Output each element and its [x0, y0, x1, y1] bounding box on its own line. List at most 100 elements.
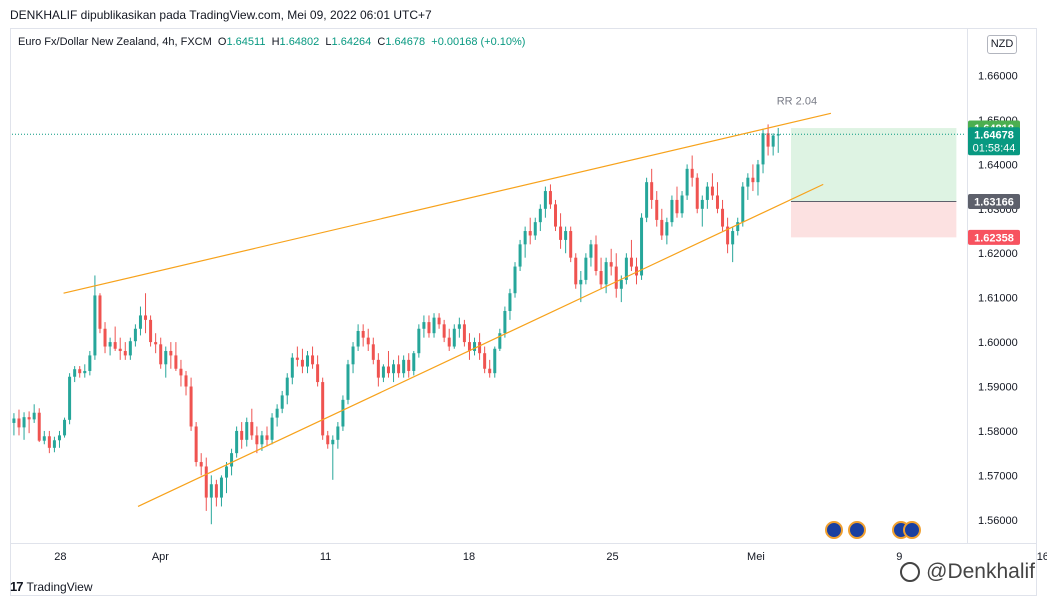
- candle-body[interactable]: [569, 231, 573, 258]
- candle-body[interactable]: [12, 418, 16, 423]
- candle-body[interactable]: [371, 344, 375, 360]
- candle-body[interactable]: [609, 262, 613, 267]
- current-price-tag[interactable]: [968, 127, 1020, 156]
- candle-body[interactable]: [690, 168, 694, 178]
- candle-body[interactable]: [624, 257, 628, 280]
- candle-body[interactable]: [98, 295, 102, 329]
- candle-body[interactable]: [488, 368, 492, 374]
- candle-body[interactable]: [771, 135, 775, 147]
- candle-body[interactable]: [589, 244, 593, 258]
- candle-body[interactable]: [47, 436, 51, 448]
- candle-body[interactable]: [442, 324, 446, 338]
- candle-body[interactable]: [721, 208, 725, 227]
- eu-event-icon[interactable]: [825, 521, 843, 539]
- candle-body[interactable]: [528, 231, 532, 236]
- candle-body[interactable]: [640, 217, 644, 276]
- upper-trendline[interactable]: [63, 112, 832, 294]
- candle-body[interactable]: [564, 231, 568, 240]
- candle-body[interactable]: [164, 350, 168, 365]
- candle-body[interactable]: [225, 466, 229, 478]
- candle-body[interactable]: [275, 408, 279, 418]
- currency-button[interactable]: NZD: [987, 35, 1017, 54]
- candle-body[interactable]: [776, 134, 780, 136]
- stop-price-tag[interactable]: [968, 229, 1020, 245]
- eu-event-icon[interactable]: [903, 521, 921, 539]
- candle-body[interactable]: [493, 348, 497, 374]
- candle-body[interactable]: [336, 426, 340, 440]
- candle-body[interactable]: [761, 133, 765, 165]
- candle-body[interactable]: [63, 419, 67, 436]
- candle-body[interactable]: [235, 430, 239, 454]
- stop-zone[interactable]: [790, 201, 957, 238]
- candle-body[interactable]: [670, 199, 674, 223]
- candle-body[interactable]: [756, 164, 760, 183]
- candle-body[interactable]: [346, 364, 350, 400]
- candle-body[interactable]: [645, 182, 649, 218]
- candle-body[interactable]: [42, 436, 46, 441]
- candle-body[interactable]: [295, 357, 299, 360]
- candle-body[interactable]: [149, 319, 153, 343]
- candle-body[interactable]: [710, 186, 714, 196]
- candle-body[interactable]: [407, 359, 411, 371]
- candle-body[interactable]: [422, 322, 426, 329]
- candle-body[interactable]: [290, 357, 294, 378]
- candle-body[interactable]: [478, 342, 482, 354]
- candle-body[interactable]: [174, 355, 178, 369]
- candle-body[interactable]: [52, 440, 56, 448]
- candle-body[interactable]: [159, 344, 163, 365]
- candle-body[interactable]: [280, 395, 284, 409]
- candle-body[interactable]: [705, 186, 709, 200]
- candle-body[interactable]: [194, 426, 198, 463]
- candle-body[interactable]: [240, 430, 244, 440]
- candle-body[interactable]: [746, 177, 750, 187]
- candle-body[interactable]: [103, 328, 107, 347]
- candle-body[interactable]: [154, 342, 158, 345]
- candle-body[interactable]: [78, 369, 82, 374]
- candle-body[interactable]: [381, 366, 385, 378]
- candle-body[interactable]: [255, 435, 259, 445]
- candle-body[interactable]: [270, 417, 274, 440]
- candle-body[interactable]: [305, 355, 309, 367]
- candle-body[interactable]: [138, 315, 142, 329]
- candle-body[interactable]: [22, 417, 26, 428]
- candle-body[interactable]: [93, 295, 97, 356]
- candle-body[interactable]: [199, 462, 203, 467]
- candle-body[interactable]: [574, 257, 578, 285]
- candle-body[interactable]: [518, 244, 522, 267]
- candle-body[interactable]: [660, 219, 664, 236]
- candle-body[interactable]: [751, 177, 755, 183]
- candle-body[interactable]: [548, 191, 552, 205]
- candle-body[interactable]: [437, 317, 441, 325]
- candle-body[interactable]: [594, 244, 598, 272]
- candle-body[interactable]: [184, 375, 188, 387]
- candle-body[interactable]: [402, 359, 406, 374]
- candle-body[interactable]: [189, 386, 193, 427]
- candle-body[interactable]: [559, 226, 563, 240]
- candle-body[interactable]: [427, 322, 431, 334]
- candle-body[interactable]: [118, 348, 122, 351]
- candle-body[interactable]: [169, 350, 173, 356]
- candle-body[interactable]: [604, 262, 608, 285]
- candle-body[interactable]: [665, 222, 669, 236]
- rr-annotation[interactable]: RR 2.04: [777, 95, 817, 107]
- candle-body[interactable]: [128, 341, 132, 356]
- candle-body[interactable]: [113, 342, 117, 349]
- candle-body[interactable]: [356, 330, 360, 347]
- candle-body[interactable]: [209, 484, 213, 498]
- candle-body[interactable]: [619, 279, 623, 289]
- candle-body[interactable]: [68, 376, 72, 420]
- candle-body[interactable]: [73, 369, 77, 377]
- candle-body[interactable]: [341, 399, 345, 427]
- candle-body[interactable]: [376, 359, 380, 378]
- candle-body[interactable]: [432, 317, 436, 334]
- candle-body[interactable]: [457, 324, 461, 329]
- candle-body[interactable]: [685, 168, 689, 196]
- candle-body[interactable]: [554, 204, 558, 227]
- candle-body[interactable]: [417, 328, 421, 354]
- candle-body[interactable]: [17, 418, 21, 428]
- candle-body[interactable]: [452, 328, 456, 347]
- eu-event-icon[interactable]: [848, 521, 866, 539]
- target-zone[interactable]: [790, 128, 957, 202]
- candle-body[interactable]: [538, 208, 542, 223]
- candle-body[interactable]: [108, 342, 112, 347]
